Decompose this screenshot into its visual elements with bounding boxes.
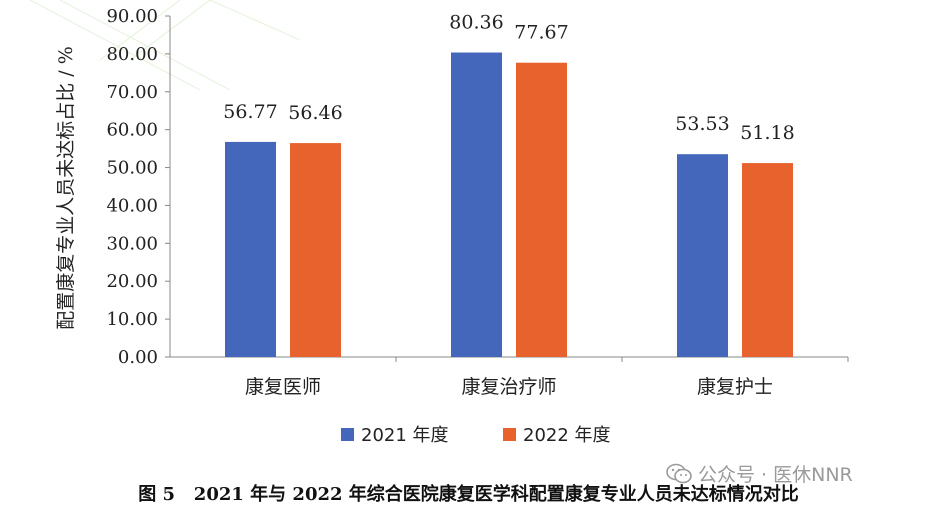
y-axis-ticks: 0.00 10.00 20.00 30.00 40.00 50.00 60.00 70.00 8… xyxy=(106,6,170,368)
bars xyxy=(225,52,793,357)
legend: 2021 年度 2022 年度 xyxy=(0,421,937,447)
category-label: 康复医师 xyxy=(245,376,321,398)
legend-label-2022: 2022 年度 xyxy=(523,425,611,446)
legend-item-2022: 2022 年度 xyxy=(503,421,611,447)
legend-item-2021: 2021 年度 xyxy=(341,421,449,447)
y-axis-label: 配置康复专业人员未达标占比 / % xyxy=(55,46,77,330)
y-tick-label: 10.00 xyxy=(106,309,158,330)
decor-line xyxy=(99,0,181,61)
y-tick-label: 80.00 xyxy=(106,44,158,65)
y-tick-label: 60.00 xyxy=(106,120,158,141)
category-label: 康复治疗师 xyxy=(461,376,556,398)
decor-line xyxy=(59,0,231,91)
y-tick-label: 30.00 xyxy=(106,233,158,254)
bar xyxy=(677,154,728,357)
decor-line xyxy=(29,0,201,91)
y-tick-label: 20.00 xyxy=(106,271,158,292)
data-label: 80.36 xyxy=(449,12,503,34)
y-tick-label: 40.00 xyxy=(106,195,158,216)
bar xyxy=(225,141,276,357)
data-label: 51.18 xyxy=(740,122,794,144)
legend-label-2021: 2021 年度 xyxy=(361,425,449,446)
data-label: 53.53 xyxy=(675,113,729,135)
figure-caption: 图 5 2021 年与 2022 年综合医院康复医学科配置康复专业人员未达标情况… xyxy=(0,480,937,506)
watermark: 公众号 · 医休NNR xyxy=(666,460,853,487)
y-tick-label: 70.00 xyxy=(106,82,158,103)
bar-chart: 配置康复专业人员未达标占比 / % 0.00 10.00 20.00 30.00 40.… xyxy=(29,0,849,398)
y-tick-label: 90.00 xyxy=(106,6,158,27)
legend-swatch-2022 xyxy=(503,427,516,441)
wechat-icon xyxy=(666,463,692,483)
category-label: 康复护士 xyxy=(697,376,773,398)
legend-swatch-2021 xyxy=(341,427,354,441)
data-label: 77.67 xyxy=(514,22,568,44)
background-decoration xyxy=(29,0,301,91)
y-tick-label: 0.00 xyxy=(118,347,158,368)
bar xyxy=(290,143,341,357)
caption-text: 2021 年与 2022 年综合医院康复医学科配置康复专业人员未达标情况对比 xyxy=(193,484,799,505)
y-tick-label: 50.00 xyxy=(106,158,158,179)
watermark-text: 公众号 · 医休NNR xyxy=(698,464,853,486)
category-labels: 康复医师 康复治疗师 康复护士 xyxy=(245,357,849,398)
bar xyxy=(516,62,567,357)
data-labels: 56.77 56.46 80.36 77.67 53.53 51.18 xyxy=(223,12,794,145)
decor-line xyxy=(209,0,301,41)
data-label: 56.46 xyxy=(288,102,342,124)
caption-label: 图 5 xyxy=(138,484,175,505)
bar xyxy=(742,163,793,357)
bar xyxy=(451,52,502,357)
data-label: 56.77 xyxy=(223,101,277,123)
